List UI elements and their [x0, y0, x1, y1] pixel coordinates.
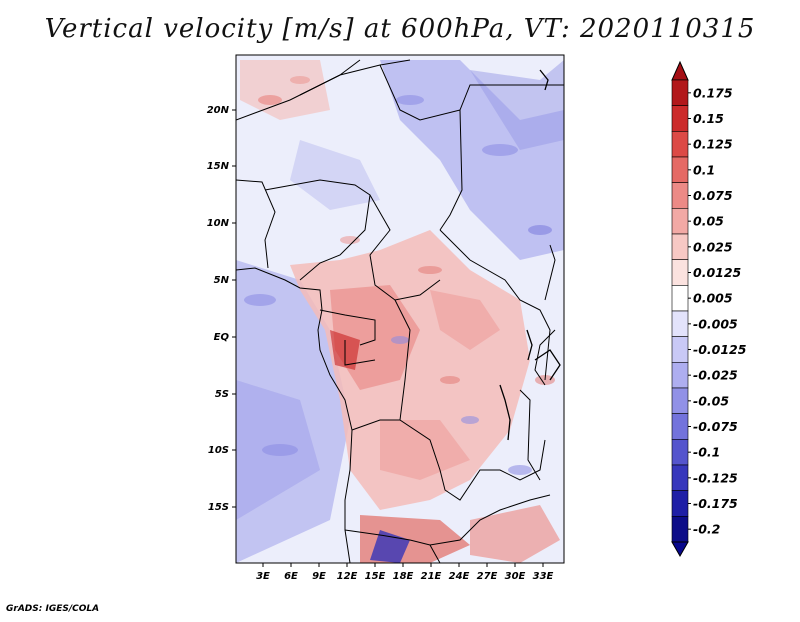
- map-title: Vertical velocity [m/s] at 600hPa, VT: 2…: [44, 14, 756, 44]
- colorbar-swatch: [671, 259, 689, 286]
- colorbar-label: 0.125: [693, 137, 733, 152]
- colorbar-label: -0.1: [693, 445, 720, 460]
- colorbar-top-arrow: [671, 60, 689, 81]
- colorbar-swatch: [671, 464, 689, 491]
- colorbar-swatch: [671, 413, 689, 440]
- lat-tick-label: 5S: [215, 389, 229, 400]
- colorbar-swatch: [671, 233, 689, 260]
- colorbar-swatch: [671, 105, 689, 132]
- lon-tick-label: 12E: [337, 571, 358, 582]
- colorbar-swatch: [671, 362, 689, 389]
- colorbar-label: 0.05: [693, 214, 724, 229]
- latitude-axis: [232, 109, 236, 508]
- colorbar-label: -0.025: [693, 368, 738, 383]
- colorbar-swatch: [671, 208, 689, 235]
- colorbar-bottom-arrow: [671, 541, 689, 558]
- lat-tick-label: 15N: [207, 161, 230, 172]
- lon-tick-label: 9E: [312, 571, 326, 582]
- colorbar-label: -0.175: [693, 496, 738, 511]
- colorbar-label: 0.0125: [693, 265, 742, 280]
- lat-tick-label: 10N: [207, 218, 230, 229]
- colorbar-swatch: [671, 439, 689, 466]
- lon-tick-label: 27E: [477, 571, 498, 582]
- lat-tick-label: EQ: [214, 332, 230, 343]
- colorbar-swatch: [671, 336, 689, 363]
- colorbar: 0.175 0.15 0.125 0.1 0.075 0.05 0.025 0.0125 0.0…: [671, 60, 747, 558]
- colorbar-swatch: [671, 182, 689, 209]
- colorbar-label: -0.0125: [693, 342, 747, 357]
- colorbar-label: -0.125: [693, 470, 738, 485]
- map-frame: [235, 54, 565, 564]
- colorbar-label: 0.025: [693, 239, 733, 254]
- colorbar-label: -0.005: [693, 316, 738, 331]
- lat-tick-label: 10S: [208, 445, 229, 456]
- grads-credit: GrADS: IGES/COLA: [6, 604, 100, 614]
- colorbar-swatch: [671, 285, 689, 312]
- lon-tick-label: 18E: [393, 571, 414, 582]
- colorbar-swatch: [671, 131, 689, 158]
- lat-tick-label: 15S: [208, 502, 229, 513]
- lon-tick-label: 21E: [421, 571, 442, 582]
- lon-tick-label: 33E: [533, 571, 554, 582]
- lat-tick-label: 5N: [214, 275, 230, 286]
- colorbar-label: 0.15: [693, 111, 724, 126]
- longitude-axis: [262, 563, 544, 567]
- lon-tick-label: 3E: [256, 571, 270, 582]
- colorbar-swatch: [671, 156, 689, 183]
- colorbar-swatch: [671, 79, 689, 106]
- lon-tick-label: 24E: [449, 571, 470, 582]
- colorbar-label: 0.005: [693, 291, 733, 306]
- colorbar-label: 0.075: [693, 188, 733, 203]
- colorbar-label: -0.075: [693, 419, 738, 434]
- lat-tick-label: 20N: [207, 105, 230, 116]
- colorbar-label: 0.175: [693, 85, 733, 100]
- colorbar-label: 0.1: [693, 162, 715, 177]
- colorbar-label: -0.05: [693, 393, 729, 408]
- colorbar-swatch: [671, 490, 689, 517]
- colorbar-swatch: [671, 516, 689, 543]
- lon-tick-label: 15E: [365, 571, 386, 582]
- lon-tick-label: 6E: [284, 571, 298, 582]
- colorbar-swatch: [671, 387, 689, 414]
- colorbar-label: -0.2: [693, 522, 720, 537]
- lon-tick-label: 30E: [505, 571, 526, 582]
- colorbar-swatch: [671, 310, 689, 337]
- velocity-field: [236, 55, 564, 563]
